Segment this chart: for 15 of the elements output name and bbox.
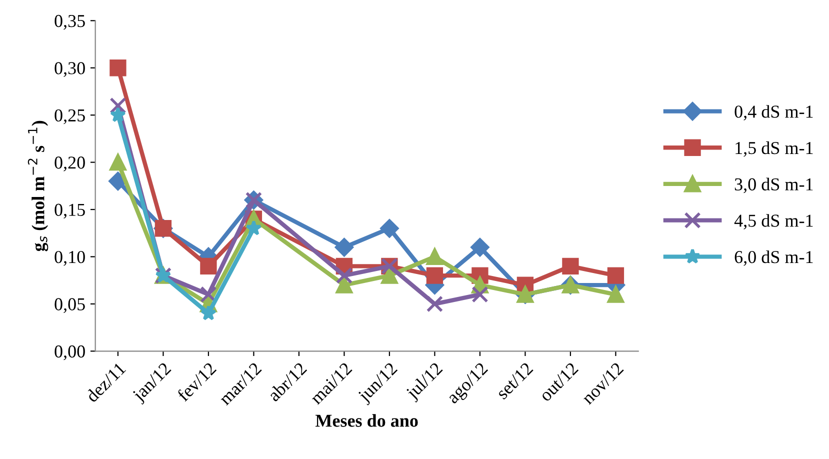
- y-tick-label: 0,30: [54, 62, 85, 77]
- legend-label: 1,5 dS m-1: [736, 141, 813, 157]
- y-tick-label: 0,15: [54, 204, 85, 219]
- y-axis-title: g$_{s}$ (mol m$^{−2}$ s$^{−1}$): [28, 120, 48, 252]
- y-tick-label: 0,20: [54, 156, 85, 172]
- y-tick-label: 0,05: [54, 298, 85, 313]
- y-tick-label: 0,25: [54, 109, 85, 124]
- legend-label: 3,0 dS m-1: [734, 178, 813, 194]
- y-tick-label: 0,35: [54, 14, 85, 30]
- legend-label: 4,5 dS m-1: [734, 214, 813, 230]
- legend-label: 0,4 dS m-1: [734, 105, 813, 120]
- legend-label: 6,0 dS m-1: [734, 250, 813, 266]
- y-tick-label: 0,10: [54, 250, 85, 266]
- x-axis-title: Meses do ano: [315, 414, 418, 427]
- y-tick-label: 0,00: [54, 345, 85, 360]
